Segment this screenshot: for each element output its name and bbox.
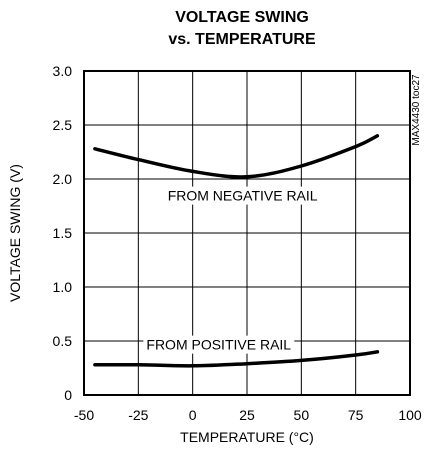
curve-from-positive-rail	[93, 350, 380, 368]
x-tick-label: 0	[189, 407, 197, 423]
x-tick-label: 50	[294, 407, 310, 423]
annotation-background	[143, 335, 295, 354]
y-tick-label: 1.5	[53, 225, 73, 241]
tick-labels: -50 -25 0 25 50 75 100 0 0.5 1.0 1.5 2.0 2.5 3.0	[53, 63, 422, 423]
annotation-background	[164, 186, 321, 205]
series-curves	[93, 134, 380, 368]
x-tick-label: 100	[398, 407, 422, 423]
curve-annotation: FROM NEGATIVE RAIL	[168, 188, 318, 204]
x-tick-label: -50	[74, 407, 94, 423]
chart-title-line-1: VOLTAGE SWING	[175, 9, 309, 26]
y-tick-label: 1.0	[53, 279, 73, 295]
figure-id-label: MAX4430 toc27	[411, 74, 422, 146]
x-tick-label: 25	[239, 407, 255, 423]
plot-frame	[83, 70, 411, 396]
x-axis-label: TEMPERATURE (°C)	[180, 429, 314, 445]
y-tick-label: 2.0	[53, 171, 73, 187]
curve-annotations: FROM NEGATIVE RAIL FROM POSITIVE RAIL	[143, 186, 321, 354]
curve-from-negative-rail	[93, 134, 380, 179]
y-axis-label: VOLTAGE SWING (V)	[7, 164, 23, 302]
y-tick-label: 0	[64, 387, 72, 403]
chart-title-line-2: vs. TEMPERATURE	[168, 31, 316, 48]
x-tick-label: -25	[128, 407, 148, 423]
curve-annotation: FROM POSITIVE RAIL	[146, 337, 291, 353]
y-tick-label: 2.5	[53, 117, 73, 133]
y-tick-label: 3.0	[53, 63, 73, 79]
x-tick-label: 75	[348, 407, 364, 423]
y-tick-label: 0.5	[53, 333, 73, 349]
